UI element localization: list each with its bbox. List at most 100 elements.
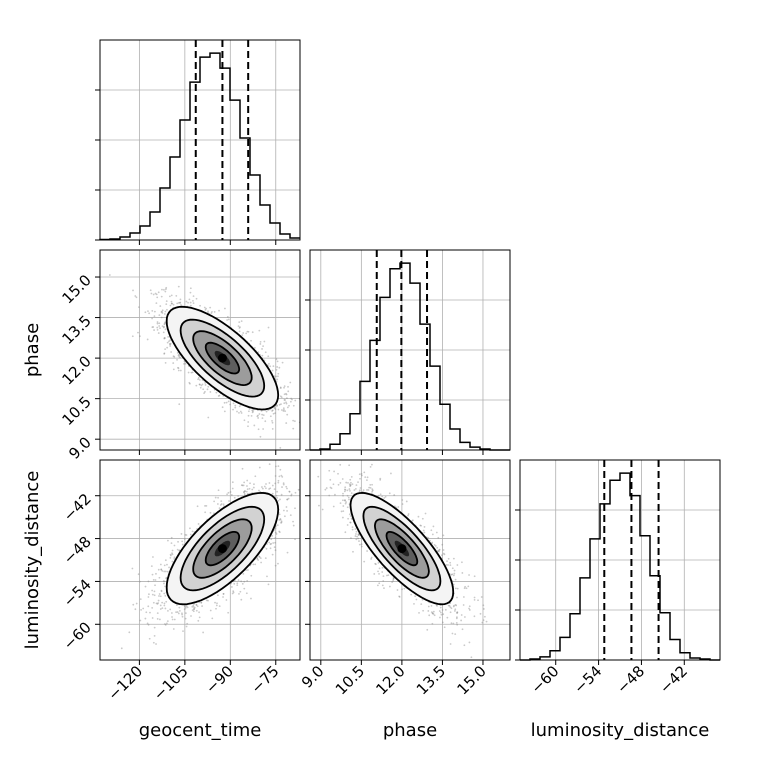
sample-point (276, 378, 279, 381)
sample-point (243, 492, 246, 495)
sample-point (485, 620, 488, 623)
sample-point (444, 608, 447, 611)
sample-point (420, 603, 423, 606)
sample-point (227, 318, 230, 321)
sample-point (271, 421, 274, 424)
sample-point (482, 604, 485, 607)
sample-point (344, 499, 346, 501)
sample-point (158, 325, 161, 327)
sample-point (166, 620, 169, 623)
histogram-geocent-time (95, 39, 301, 241)
sample-point (277, 372, 280, 375)
sample-point (344, 502, 347, 505)
sample-point (462, 596, 465, 598)
sample-point (281, 475, 284, 478)
sample-point (160, 316, 163, 319)
sample-point (279, 395, 282, 398)
sample-point (151, 573, 154, 576)
sample-point (226, 319, 229, 321)
sample-point (170, 554, 172, 557)
sample-point (443, 553, 446, 556)
sample-point (270, 538, 273, 541)
sample-point (169, 339, 172, 342)
contour-line (385, 531, 419, 567)
sample-point (222, 503, 225, 506)
sample-point (155, 572, 157, 575)
contour-line (204, 341, 241, 375)
sample-point (203, 392, 205, 395)
sample-point (331, 455, 333, 457)
sample-point (359, 477, 361, 480)
sample-point (213, 512, 215, 515)
sample-point (441, 609, 444, 611)
sample-point (170, 542, 173, 545)
sample-point (198, 378, 201, 381)
contour-line (165, 491, 280, 606)
sample-point (153, 310, 156, 313)
sample-point (363, 471, 366, 474)
sample-point (278, 513, 281, 516)
sample-point (358, 490, 361, 493)
sample-point (155, 293, 158, 296)
sample-point (463, 587, 466, 590)
sample-point (177, 353, 180, 356)
sample-point (164, 570, 167, 573)
sample-point (377, 570, 379, 573)
sample-point (139, 598, 142, 601)
sample-point (163, 288, 165, 291)
sample-point (157, 332, 160, 334)
sample-point (358, 540, 360, 542)
sample-point (160, 589, 163, 592)
sample-point (262, 414, 265, 417)
sample-point (442, 613, 445, 616)
sample-point (427, 536, 430, 539)
sample-point (451, 632, 454, 635)
y-axis-label: phase (22, 323, 43, 377)
sample-point (398, 596, 401, 598)
sample-point (371, 490, 374, 493)
sample-point (195, 384, 198, 387)
sample-point (156, 612, 159, 615)
sample-point (169, 342, 172, 345)
sample-point (240, 598, 243, 601)
sample-point (306, 410, 308, 412)
sample-point (220, 503, 223, 505)
sample-point (356, 535, 359, 538)
sample-point (237, 495, 240, 497)
sample-point (204, 309, 207, 311)
sample-point (359, 487, 362, 489)
sample-point (272, 456, 274, 458)
y-tick-label: −48 (60, 533, 95, 568)
sample-point (218, 605, 221, 608)
sample-point (247, 414, 250, 417)
sample-point (239, 410, 242, 413)
sample-point (188, 381, 191, 384)
sample-point (374, 562, 377, 565)
sample-point (407, 513, 410, 515)
sample-point (152, 579, 155, 581)
sample-point (386, 574, 388, 577)
sample-point (144, 585, 147, 588)
sample-point (225, 401, 228, 404)
sample-point (156, 618, 159, 620)
sample-point (303, 414, 305, 416)
sample-point (205, 307, 207, 310)
sample-point (483, 615, 486, 618)
sample-point (424, 512, 427, 515)
sample-point (429, 539, 431, 542)
sample-point (151, 317, 153, 320)
sample-point (166, 341, 169, 344)
sample-point (265, 483, 267, 485)
sample-point (166, 346, 169, 349)
sample-point (462, 604, 465, 606)
sample-point (263, 485, 266, 488)
sample-point (282, 407, 285, 410)
sample-point (157, 568, 160, 571)
sample-point (243, 491, 245, 494)
contour-line (179, 505, 266, 592)
sample-point (172, 355, 175, 358)
peak-marker (217, 353, 227, 363)
sample-point (159, 595, 162, 598)
sample-point (184, 606, 187, 609)
